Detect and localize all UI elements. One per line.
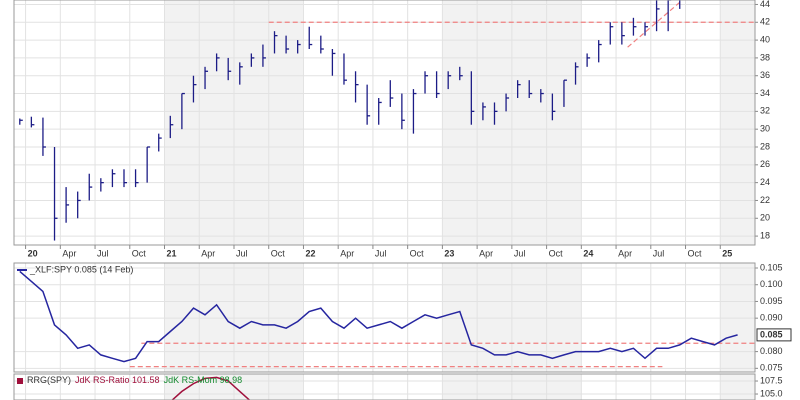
y-tick-label: 20 <box>760 213 770 223</box>
x-tick-label: Jul <box>236 248 248 258</box>
y-tick-label: 0.095 <box>760 296 783 306</box>
y-tick-label: 26 <box>760 159 770 169</box>
y-tick-label: 24 <box>760 177 770 187</box>
plot-area <box>14 374 755 400</box>
y-tick-label: 32 <box>760 106 770 116</box>
x-tick-label: Oct <box>688 248 703 258</box>
legend-title: RRG(SPY) <box>27 375 71 385</box>
panel-border <box>13 373 756 400</box>
x-tick-label: 21 <box>167 248 177 258</box>
panel-border <box>13 0 756 246</box>
plot-area <box>14 263 755 372</box>
x-tick-label: Jul <box>97 248 109 258</box>
x-tick-label: 24 <box>583 248 593 258</box>
x-tick-label: Jul <box>375 248 387 258</box>
x-tick-label: Apr <box>479 248 493 258</box>
year-band <box>720 0 755 245</box>
panel-border <box>13 262 756 373</box>
y-tick-label: 36 <box>760 70 770 80</box>
x-tick-label: Apr <box>62 248 76 258</box>
x-tick-label: Jul <box>653 248 665 258</box>
year-band <box>720 374 755 400</box>
y-tick-label: 0.080 <box>760 346 783 356</box>
year-band <box>720 263 755 372</box>
y-tick-label: 0.090 <box>760 313 783 323</box>
legend-label: JdK RS-Mom 98.98 <box>164 375 243 385</box>
y-tick-label: 0.105 <box>760 262 783 272</box>
y-tick-label: 42 <box>760 17 770 27</box>
y-tick-label: 18 <box>760 230 770 240</box>
y-tick-label: 44 <box>760 0 770 9</box>
y-tick-label: 107.5 <box>760 375 783 385</box>
x-tick-label: 20 <box>28 248 38 258</box>
y-tick-label: 0.075 <box>760 363 783 373</box>
y-tick-label: 28 <box>760 141 770 151</box>
x-tick-label: Oct <box>132 248 147 258</box>
x-tick-label: Oct <box>410 248 425 258</box>
legend: RRG(SPY) JdK RS-Ratio 101.58 JdK RS-Mom 98… <box>27 375 242 385</box>
legend-label: JdK RS-Ratio 101.58 <box>75 375 160 385</box>
x-tick-label: Oct <box>549 248 564 258</box>
legend-label: _XLF:SPY 0.085 (14 Feb) <box>29 264 133 274</box>
y-tick-label: 0.100 <box>760 279 783 289</box>
x-tick-label: 23 <box>444 248 454 258</box>
x-tick-label: Apr <box>340 248 354 258</box>
plot-area <box>14 0 755 245</box>
last-value-box <box>756 328 792 342</box>
y-tick-label: 105.0 <box>760 388 783 398</box>
y-tick-label: 30 <box>760 124 770 134</box>
y-tick-label: 34 <box>760 88 770 98</box>
x-tick-label: 22 <box>305 248 315 258</box>
x-tick-label: Apr <box>618 248 632 258</box>
y-tick-label: 38 <box>760 52 770 62</box>
last-value-label: 0.085 <box>760 329 783 339</box>
x-tick-label: Apr <box>201 248 215 258</box>
panel-background <box>14 374 755 400</box>
panel-background <box>14 263 755 372</box>
x-tick-label: Jul <box>514 248 526 258</box>
series-line <box>19 270 738 363</box>
y-tick-label: 22 <box>760 195 770 205</box>
y-tick-label: 40 <box>760 34 770 44</box>
legend-swatch <box>17 378 23 384</box>
reference-line <box>627 0 684 48</box>
panel-background <box>14 0 755 245</box>
x-tick-label: 25 <box>722 248 732 258</box>
x-tick-label: Oct <box>271 248 286 258</box>
series-line <box>171 376 251 400</box>
